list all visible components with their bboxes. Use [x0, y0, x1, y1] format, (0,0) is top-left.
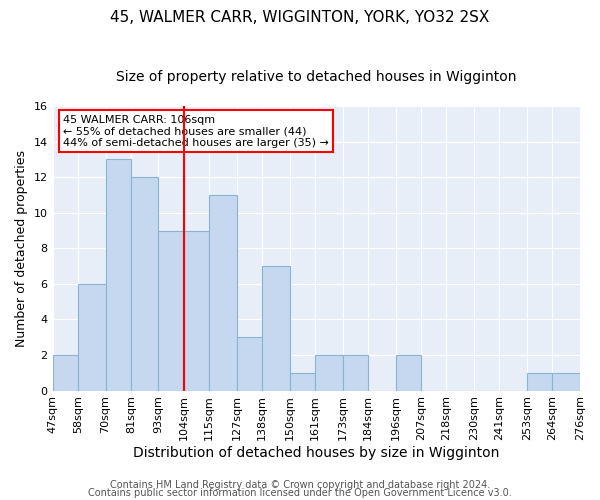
Text: 45, WALMER CARR, WIGGINTON, YORK, YO32 2SX: 45, WALMER CARR, WIGGINTON, YORK, YO32 2… — [110, 10, 490, 25]
Bar — [527, 373, 553, 390]
Bar — [106, 160, 131, 390]
Bar — [184, 230, 209, 390]
Text: Contains HM Land Registry data © Crown copyright and database right 2024.: Contains HM Land Registry data © Crown c… — [110, 480, 490, 490]
Bar — [262, 266, 290, 390]
Bar — [131, 177, 158, 390]
Bar — [343, 355, 368, 390]
Bar — [78, 284, 106, 391]
Bar — [237, 337, 262, 390]
Bar — [553, 373, 580, 390]
Text: 45 WALMER CARR: 106sqm
← 55% of detached houses are smaller (44)
44% of semi-det: 45 WALMER CARR: 106sqm ← 55% of detached… — [63, 114, 329, 148]
Text: Contains public sector information licensed under the Open Government Licence v3: Contains public sector information licen… — [88, 488, 512, 498]
Bar — [158, 230, 184, 390]
Bar — [53, 355, 78, 390]
Bar — [396, 355, 421, 390]
Bar — [315, 355, 343, 390]
Bar — [290, 373, 315, 390]
Bar — [209, 195, 237, 390]
Y-axis label: Number of detached properties: Number of detached properties — [15, 150, 28, 347]
X-axis label: Distribution of detached houses by size in Wigginton: Distribution of detached houses by size … — [133, 446, 499, 460]
Title: Size of property relative to detached houses in Wigginton: Size of property relative to detached ho… — [116, 70, 517, 84]
